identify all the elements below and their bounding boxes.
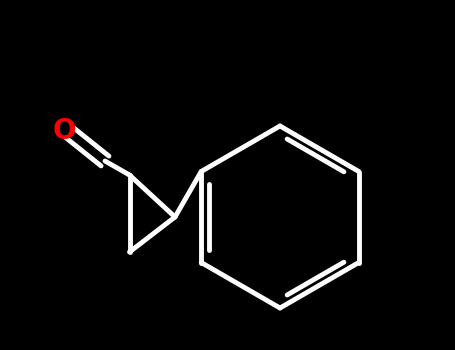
Text: O: O (53, 117, 76, 145)
